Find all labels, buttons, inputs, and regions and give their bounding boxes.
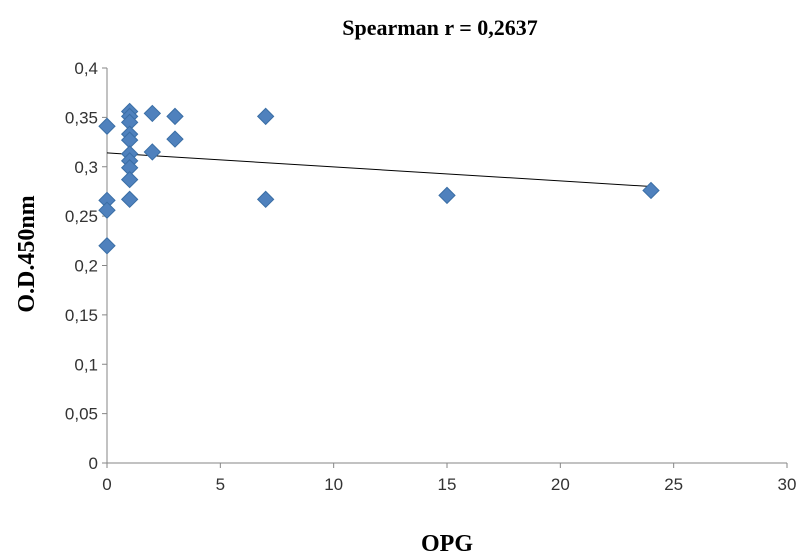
y-tick-label: 0,35 — [65, 108, 98, 127]
y-tick-label: 0,4 — [74, 59, 98, 78]
x-tick-label: 30 — [778, 475, 797, 494]
y-tick-label: 0,3 — [74, 158, 98, 177]
x-tick-label: 10 — [324, 475, 343, 494]
y-ticks: 0 0,05 0,1 0,15 0,2 0,25 0,3 0,35 0,4 — [65, 59, 107, 473]
y-tick-label: 0,05 — [65, 405, 98, 424]
data-point — [438, 186, 456, 205]
data-point — [98, 201, 116, 219]
y-tick-label: 0,25 — [65, 207, 98, 226]
x-tick-label: 25 — [664, 475, 683, 494]
points-layer — [98, 102, 660, 255]
data-point — [166, 130, 184, 148]
chart-title: Spearman r = 0,2637 — [342, 15, 537, 40]
data-point — [256, 107, 275, 126]
x-axis-title: OPG — [421, 531, 473, 557]
plot-area: 0 0,05 0,1 0,15 0,2 0,25 0,3 0,35 0,4 0 5 10 15 20 25… — [65, 59, 797, 494]
x-tick-label: 5 — [216, 475, 225, 494]
y-tick-label: 0,2 — [74, 257, 98, 276]
data-point — [143, 143, 162, 161]
y-tick-label: 0,1 — [74, 355, 98, 374]
x-tick-label: 0 — [102, 475, 111, 494]
data-point — [143, 104, 162, 123]
data-point — [120, 190, 139, 209]
y-axis-title: O.D.450nm — [14, 195, 40, 312]
y-tick-label: 0 — [89, 454, 98, 473]
data-point — [642, 181, 660, 200]
trendline — [106, 152, 652, 187]
data-point — [98, 237, 116, 255]
trendline-layer — [106, 152, 652, 187]
data-point — [120, 170, 139, 189]
data-point — [166, 107, 184, 126]
x-ticks: 0 5 10 15 20 25 30 — [102, 463, 796, 494]
data-point — [98, 117, 116, 135]
x-tick-label: 15 — [438, 475, 457, 494]
x-tick-label: 20 — [551, 475, 570, 494]
data-point — [256, 190, 275, 209]
y-tick-label: 0,15 — [65, 306, 98, 325]
